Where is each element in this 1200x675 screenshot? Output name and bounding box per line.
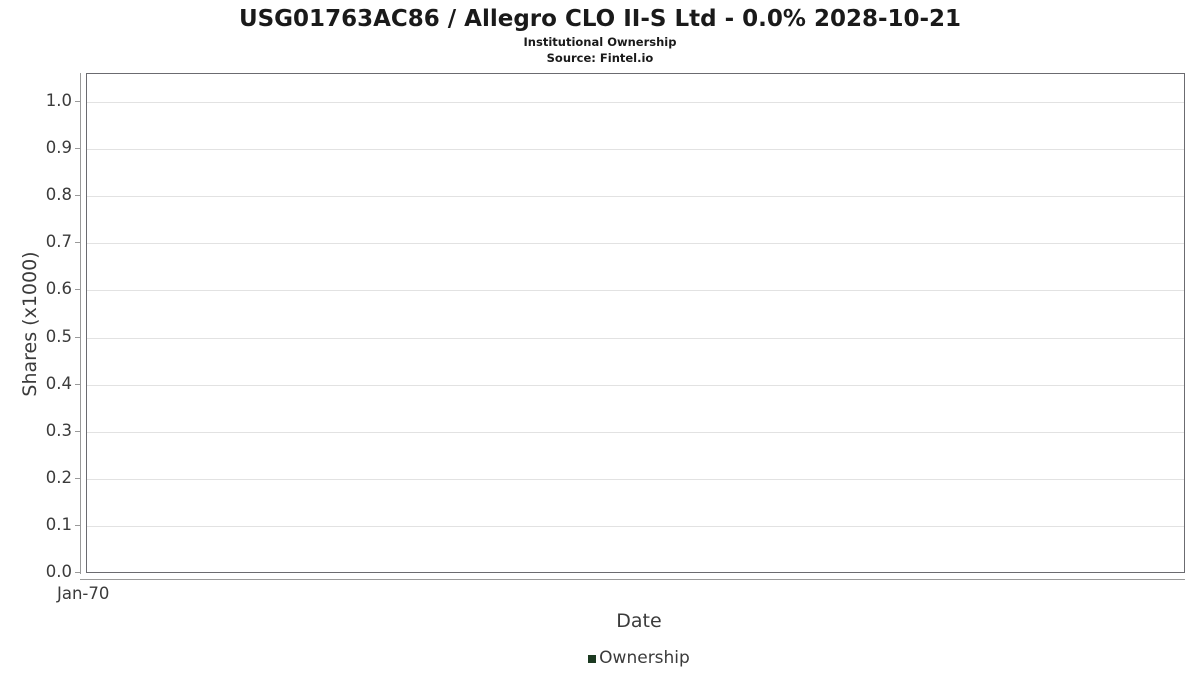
y-tick-label: 0.9 xyxy=(45,138,72,158)
chart-title: USG01763AC86 / Allegro CLO II-S Ltd - 0.… xyxy=(238,6,962,32)
gridlines xyxy=(87,74,1184,572)
x-axis-title: Date xyxy=(616,610,662,632)
legend-swatch-icon xyxy=(588,654,597,663)
y-tick-label: 0.0 xyxy=(45,562,72,581)
y-tick-mark xyxy=(75,195,80,197)
gridline xyxy=(87,290,1184,292)
gridline xyxy=(87,243,1184,245)
y-tick-label: 0.8 xyxy=(45,185,72,205)
y-axis-spine xyxy=(80,73,81,574)
chart-subtitle: Institutional Ownership xyxy=(523,35,677,49)
gridline xyxy=(87,478,1184,480)
y-tick-mark xyxy=(75,477,80,479)
gridline xyxy=(87,149,1184,151)
legend-label: Ownership xyxy=(599,648,690,668)
y-tick-mark xyxy=(75,572,80,573)
y-tick-mark xyxy=(75,289,80,291)
y-tick-mark xyxy=(75,336,80,338)
y-tick-mark xyxy=(75,430,80,432)
y-tick-mark xyxy=(75,242,80,244)
x-tick-label: Jan-70 xyxy=(57,584,110,603)
y-tick-label: 0.6 xyxy=(45,279,72,299)
plot-area xyxy=(86,73,1185,573)
y-tick-label: 0.1 xyxy=(45,514,72,534)
y-tick-mark xyxy=(75,383,80,385)
y-tick-label: 0.4 xyxy=(45,373,72,393)
gridline xyxy=(87,337,1184,339)
chart-legend: Ownership xyxy=(0,650,1200,667)
data-series-layer xyxy=(87,74,1184,572)
gridline xyxy=(87,384,1184,386)
y-tick-mark xyxy=(75,524,80,526)
y-tick-mark xyxy=(75,101,80,102)
chart-source-label: Source: Fintel.io xyxy=(546,51,654,65)
gridline xyxy=(87,196,1184,198)
y-tick-label: 0.5 xyxy=(45,326,72,346)
legend-item[interactable]: Ownership xyxy=(588,650,690,667)
series-svg xyxy=(87,74,1184,572)
y-tick-label: 0.3 xyxy=(45,420,72,440)
y-tick-label: 0.2 xyxy=(45,467,72,487)
y-tick-label: 0.7 xyxy=(45,232,72,252)
x-axis-spine xyxy=(80,579,1185,580)
gridline xyxy=(87,431,1184,433)
y-tick-mark xyxy=(75,148,80,150)
gridline xyxy=(87,102,1184,103)
gridline xyxy=(87,525,1184,527)
y-tick-label: 1.0 xyxy=(45,91,72,110)
y-axis-title: Shares (x1000) xyxy=(19,251,41,397)
